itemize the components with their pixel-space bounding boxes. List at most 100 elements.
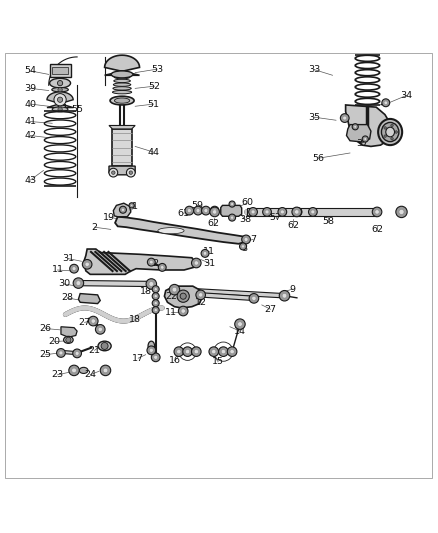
- Polygon shape: [113, 203, 131, 217]
- Circle shape: [88, 316, 98, 326]
- Circle shape: [395, 131, 398, 133]
- Ellipse shape: [114, 98, 130, 103]
- Circle shape: [149, 349, 153, 352]
- Circle shape: [221, 350, 226, 354]
- Ellipse shape: [114, 79, 131, 83]
- Text: 53: 53: [151, 64, 163, 74]
- Circle shape: [54, 94, 66, 106]
- Text: 32: 32: [148, 259, 159, 268]
- Circle shape: [58, 87, 62, 92]
- Circle shape: [158, 263, 166, 271]
- Text: 51: 51: [148, 100, 159, 109]
- Circle shape: [59, 351, 63, 355]
- Circle shape: [362, 136, 368, 142]
- Circle shape: [201, 206, 210, 215]
- Circle shape: [154, 302, 157, 305]
- Circle shape: [57, 97, 63, 102]
- Ellipse shape: [64, 336, 73, 343]
- Circle shape: [180, 294, 186, 299]
- Ellipse shape: [386, 127, 395, 137]
- Circle shape: [293, 207, 302, 216]
- Circle shape: [237, 322, 242, 327]
- Text: 7: 7: [250, 235, 256, 244]
- Circle shape: [399, 209, 404, 214]
- Text: 58: 58: [322, 217, 334, 227]
- Polygon shape: [109, 125, 135, 129]
- Circle shape: [183, 347, 192, 357]
- Ellipse shape: [113, 87, 131, 90]
- Circle shape: [352, 124, 358, 130]
- Circle shape: [252, 296, 256, 301]
- Circle shape: [249, 207, 258, 216]
- Ellipse shape: [113, 83, 131, 86]
- Text: 33: 33: [308, 65, 320, 74]
- Ellipse shape: [113, 91, 132, 94]
- Circle shape: [396, 206, 407, 217]
- Circle shape: [391, 138, 393, 140]
- Circle shape: [364, 138, 367, 140]
- Circle shape: [198, 293, 203, 297]
- Circle shape: [177, 290, 189, 302]
- Circle shape: [127, 168, 135, 177]
- Circle shape: [76, 281, 81, 286]
- Circle shape: [384, 101, 388, 104]
- Circle shape: [91, 319, 95, 323]
- Circle shape: [296, 210, 300, 214]
- Circle shape: [152, 293, 159, 300]
- Polygon shape: [47, 92, 73, 108]
- Text: 31: 31: [62, 254, 74, 263]
- Circle shape: [178, 306, 188, 316]
- Circle shape: [209, 347, 219, 357]
- Circle shape: [194, 261, 198, 265]
- Circle shape: [177, 350, 181, 354]
- Text: 18: 18: [129, 315, 141, 324]
- Polygon shape: [78, 294, 100, 304]
- Circle shape: [69, 365, 79, 376]
- Circle shape: [282, 293, 287, 298]
- Text: 37: 37: [356, 139, 368, 148]
- Circle shape: [391, 124, 393, 127]
- Circle shape: [354, 125, 357, 128]
- Circle shape: [384, 135, 386, 138]
- Circle shape: [372, 207, 382, 217]
- Circle shape: [169, 285, 180, 295]
- Text: 19: 19: [103, 213, 115, 222]
- Circle shape: [210, 207, 219, 217]
- Circle shape: [112, 171, 115, 174]
- Circle shape: [181, 309, 185, 313]
- Ellipse shape: [114, 76, 130, 79]
- Circle shape: [72, 266, 76, 271]
- Circle shape: [57, 80, 63, 86]
- Ellipse shape: [52, 107, 68, 112]
- Circle shape: [187, 208, 191, 213]
- Circle shape: [203, 252, 207, 255]
- Text: 11: 11: [165, 308, 177, 317]
- Circle shape: [154, 356, 158, 359]
- Polygon shape: [109, 166, 135, 175]
- Circle shape: [154, 288, 157, 291]
- Text: 28: 28: [61, 294, 73, 302]
- Circle shape: [265, 210, 269, 214]
- Circle shape: [100, 365, 111, 376]
- Text: 31: 31: [203, 259, 215, 268]
- Circle shape: [75, 351, 79, 356]
- Text: 21: 21: [88, 346, 101, 355]
- Circle shape: [103, 368, 108, 373]
- Text: 44: 44: [148, 148, 159, 157]
- Text: 22: 22: [165, 292, 177, 301]
- Circle shape: [196, 208, 200, 213]
- Text: 12: 12: [194, 298, 207, 307]
- Circle shape: [340, 114, 349, 123]
- Text: 17: 17: [132, 354, 144, 362]
- Circle shape: [229, 201, 235, 207]
- Ellipse shape: [98, 341, 111, 351]
- Text: 56: 56: [313, 154, 325, 163]
- Text: 41: 41: [25, 117, 36, 126]
- Polygon shape: [78, 280, 151, 287]
- Circle shape: [148, 258, 155, 266]
- Text: 23: 23: [51, 370, 64, 379]
- Bar: [49, 64, 71, 77]
- Circle shape: [278, 207, 287, 216]
- Polygon shape: [247, 208, 376, 216]
- Circle shape: [151, 353, 160, 362]
